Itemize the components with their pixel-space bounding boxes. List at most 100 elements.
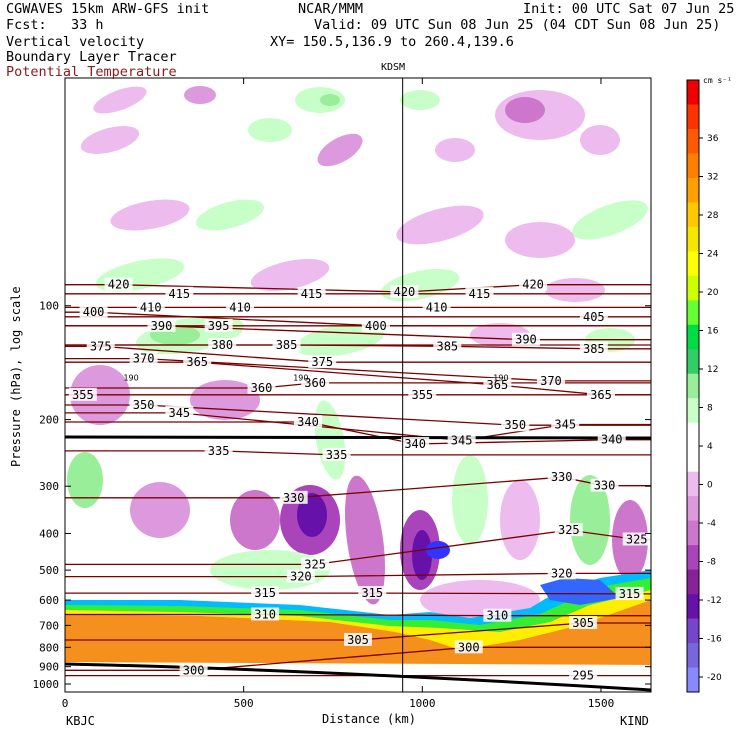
theta-label: 370 [133,352,155,366]
theta-label: 360 [251,381,273,395]
theta-contour-320 [65,572,651,578]
colorbar-swatch [687,153,699,179]
theta-label-bg [547,470,576,484]
theta-label-bg [447,433,476,447]
theta-contour-370 [65,357,651,382]
theta-label: 300 [183,663,205,677]
theta-label: 410 [229,300,251,314]
theta-label: 310 [254,607,276,621]
theta-label-bg [390,285,419,299]
theta-label: 375 [311,355,333,369]
theta-label-bg [204,443,233,457]
theta-label-bg [590,478,619,492]
theta-contour-360 [65,382,651,389]
theta-label-bg [536,373,565,387]
theta-label: 355 [411,388,433,402]
thick-black-line [65,435,651,440]
theta-label: 305 [572,616,594,630]
left-station: KBJC [66,714,95,728]
theta-label-bg [86,339,115,353]
field-boundary-layer-tracer: Boundary Layer Tracer [6,49,177,65]
colorbar-tick-label: -20 [707,673,722,683]
theta-contour-375 [65,345,651,363]
colorbar-tick-label: 20 [707,288,719,298]
theta-label-bg [483,608,512,622]
theta-label-bg [104,277,133,291]
theta-label-bg [554,523,583,537]
colorbar-swatch [687,349,699,375]
tropopause-marker: 190 [123,374,138,383]
theta-label-bg [579,341,608,355]
theta-label: 315 [254,586,276,600]
colorbar-swatch [687,471,699,497]
theta-label-bg [79,305,108,319]
theta-label-bg [579,309,608,323]
theta-contour-300 [65,646,651,671]
colorbar-swatch [687,569,699,595]
tropopause-marker: 190 [293,374,308,383]
theta-label: 415 [301,287,323,301]
theta-label-bg [519,277,548,291]
theta-label-bg [251,586,280,600]
theta-label: 345 [451,433,473,447]
init-time: Init: 00 UTC Sat 07 Jun 25 [523,1,735,17]
theta-label: 320 [290,570,312,584]
y-tick-label: 1000 [33,678,60,691]
theta-label-bg [308,355,337,369]
y-tick-label: 300 [39,480,59,493]
y-tick-label: 100 [39,300,59,313]
theta-label: 420 [394,285,416,299]
y-axis-label: Pressure (hPa), log scale [9,286,23,467]
model-title: CGWAVES 15km ARW-GFS init [6,1,210,17]
colorbar-swatch [687,618,699,644]
colorbar-tick-label: 24 [707,250,719,260]
theta-label: 335 [208,444,230,458]
y-tick-label: 900 [39,661,59,674]
theta-label: 385 [436,339,458,353]
theta-label: 420 [522,278,544,292]
theta-label: 390 [151,319,173,333]
surface-line [65,662,651,692]
theta-label: 405 [583,310,605,324]
colorbar-tick-label: 12 [707,365,718,375]
colorbar-tick-label: 32 [707,173,718,183]
theta-label: 410 [140,300,162,314]
cross-section-endpoints: XY= 150.5,136.9 to 260.4,139.6 [270,34,514,50]
theta-contour-310 [65,613,651,617]
theta-label-bg [547,566,576,580]
theta-label-bg [361,318,390,332]
theta-label-bg [401,436,430,450]
theta-label-bg [501,418,530,432]
colorbar-tick-label: -12 [707,596,722,606]
theta-label: 365 [487,378,509,392]
chart-title: KDSM [381,62,406,73]
colorbar-swatch [687,226,699,252]
theta-label-bg [422,300,451,314]
theta-label-bg [433,339,462,353]
theta-label-bg [511,332,540,346]
theta-label-bg [165,405,194,419]
theta-label: 345 [168,406,190,420]
colorbar-swatch [687,300,699,326]
y-tick-label: 200 [39,414,59,427]
theta-label-bg [569,616,598,630]
theta-label-bg [286,569,315,583]
theta-label: 340 [601,433,623,447]
theta-label-bg [483,377,512,391]
theta-label-bg [301,375,330,389]
theta-label: 340 [297,415,319,429]
colorbar-tick-label: 0 [707,481,713,491]
theta-label-bg [301,557,330,571]
theta-label: 380 [211,338,233,352]
theta-label-bg [344,632,372,646]
field-vertical-velocity: Vertical velocity [6,34,145,50]
theta-label: 315 [619,587,641,601]
theta-label-bg [147,318,176,332]
colorbar-swatch [687,275,699,301]
theta-label-bg [279,490,308,504]
y-tick-label: 700 [39,619,59,632]
x-tick-label: 0 [62,697,69,710]
